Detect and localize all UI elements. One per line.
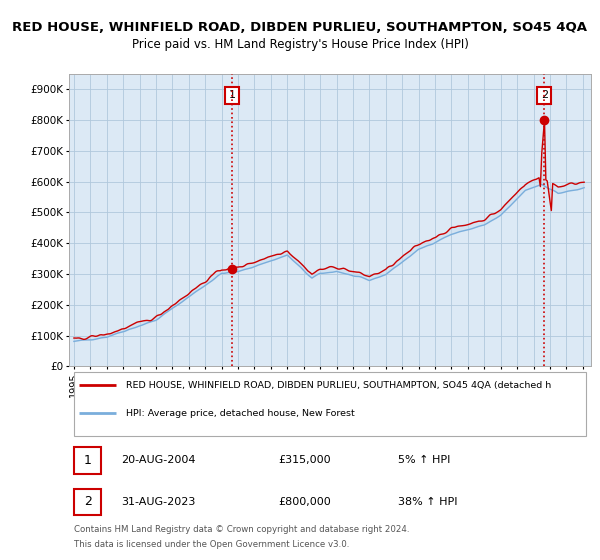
FancyBboxPatch shape [74, 372, 586, 436]
Text: £315,000: £315,000 [278, 455, 331, 465]
Text: RED HOUSE, WHINFIELD ROAD, DIBDEN PURLIEU, SOUTHAMPTON, SO45 4QA (detached h: RED HOUSE, WHINFIELD ROAD, DIBDEN PURLIE… [127, 381, 551, 390]
Text: This data is licensed under the Open Government Licence v3.0.: This data is licensed under the Open Gov… [74, 540, 350, 549]
Text: 5% ↑ HPI: 5% ↑ HPI [398, 455, 450, 465]
Text: 20-AUG-2004: 20-AUG-2004 [121, 455, 196, 465]
FancyBboxPatch shape [74, 447, 101, 474]
Text: 31-AUG-2023: 31-AUG-2023 [121, 497, 196, 507]
Text: RED HOUSE, WHINFIELD ROAD, DIBDEN PURLIEU, SOUTHAMPTON, SO45 4QA: RED HOUSE, WHINFIELD ROAD, DIBDEN PURLIE… [13, 21, 587, 34]
Text: Price paid vs. HM Land Registry's House Price Index (HPI): Price paid vs. HM Land Registry's House … [131, 38, 469, 51]
Text: Contains HM Land Registry data © Crown copyright and database right 2024.: Contains HM Land Registry data © Crown c… [74, 525, 410, 534]
Text: 2: 2 [541, 91, 548, 100]
Text: 2: 2 [84, 495, 92, 508]
Text: 1: 1 [229, 91, 236, 100]
Text: 1: 1 [84, 454, 92, 467]
FancyBboxPatch shape [74, 488, 101, 515]
Text: 38% ↑ HPI: 38% ↑ HPI [398, 497, 457, 507]
Text: £800,000: £800,000 [278, 497, 331, 507]
Text: HPI: Average price, detached house, New Forest: HPI: Average price, detached house, New … [127, 409, 355, 418]
